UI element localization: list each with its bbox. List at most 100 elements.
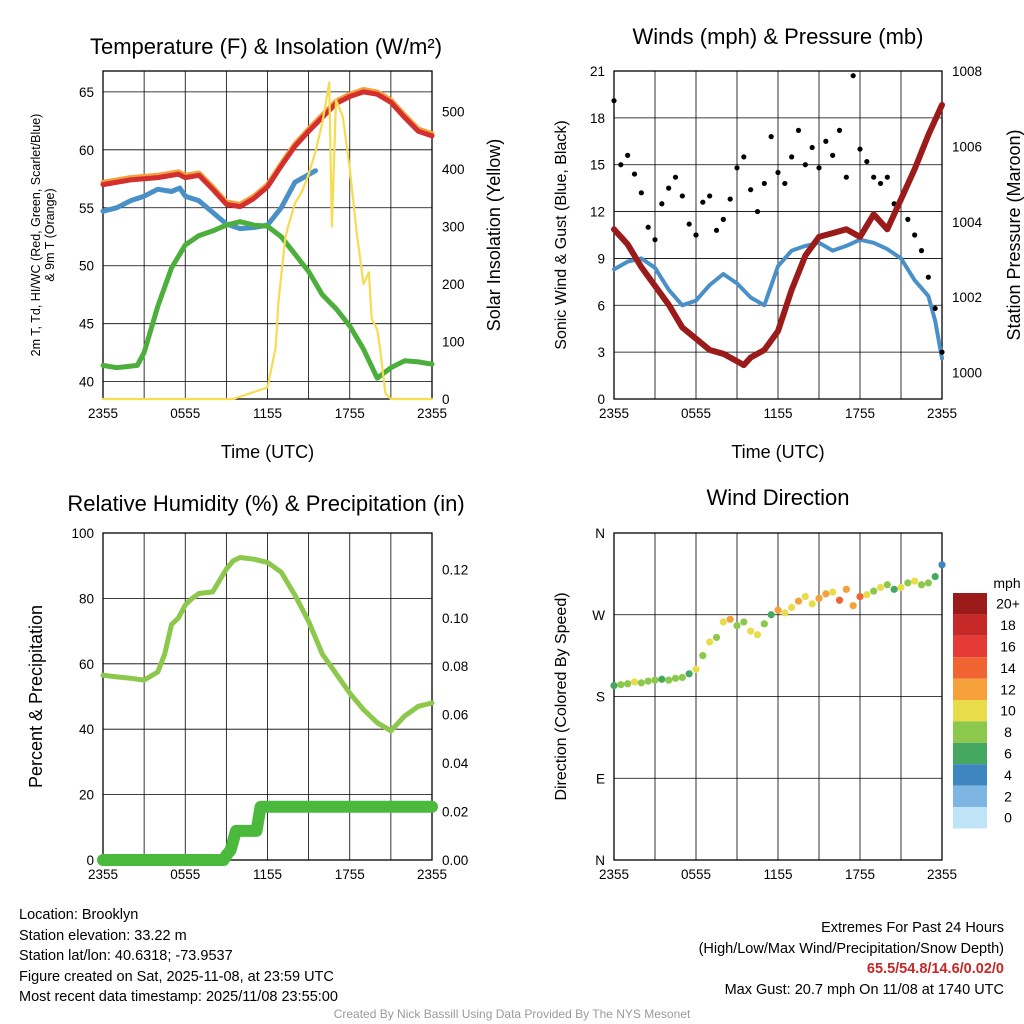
direction-point	[706, 638, 714, 646]
humidity-y2-tick-label: 0.02	[442, 805, 468, 820]
direction-point	[917, 581, 926, 589]
temperature-x-tick-label: 2355	[88, 406, 118, 421]
gust-point	[686, 221, 692, 227]
gust-point	[830, 152, 836, 158]
gust-point	[659, 201, 665, 207]
recent-timestamp: Most recent data timestamp: 2025/11/08 2…	[19, 989, 338, 1005]
winds-y-tick-label: 9	[597, 251, 605, 266]
direction-point	[767, 611, 775, 619]
winds-y2-tick-label: 1002	[952, 290, 982, 305]
gust-point	[836, 127, 843, 133]
gust-point	[761, 180, 767, 187]
gust-point	[618, 162, 624, 168]
humidity-y-tick-label: 40	[79, 722, 94, 737]
winds-series-station-pressure	[611, 101, 945, 369]
temperature-panel: 2355 0555 1155 1755 2355 40 45 50 55 60 65 0 100 200 3…	[29, 34, 504, 462]
gust-point	[638, 190, 644, 196]
direction-point	[911, 577, 919, 585]
humidity-y2-tick-label: 0.00	[442, 853, 468, 868]
winds-series-gust	[611, 73, 945, 355]
winds-y-tick-label: 3	[597, 345, 605, 360]
wind-direction-x-tick-label: 1155	[763, 867, 792, 882]
winds-x-tick-label: 1755	[845, 406, 875, 421]
winds-y2-tick-label: 1006	[952, 139, 982, 154]
direction-point	[924, 579, 932, 587]
temperature-y2-tick-label: 100	[442, 334, 465, 349]
colorbar-label: 8	[1004, 724, 1012, 740]
direction-point	[904, 579, 912, 587]
gust-point	[768, 134, 774, 140]
gust-point	[611, 98, 617, 104]
gust-point	[693, 232, 699, 238]
wind-direction-y-tick-label: W	[592, 608, 605, 623]
gust-point	[666, 185, 672, 191]
direction-point	[712, 633, 721, 642]
temperature-y-tick-label: 45	[79, 317, 94, 332]
direction-point	[644, 677, 652, 685]
gust-point	[631, 171, 638, 177]
colorbar-label: 16	[1000, 639, 1016, 655]
direction-point	[863, 591, 871, 599]
direction-point	[624, 680, 632, 688]
colorbar-label: 0	[1004, 810, 1012, 826]
gust-point	[816, 165, 822, 171]
humidity-y2-tick-label: 0.04	[442, 756, 469, 771]
direction-point	[685, 670, 693, 678]
direction-point	[726, 615, 734, 623]
humidity-x-tick-label: 2355	[417, 867, 447, 882]
extremes-values: 65.5/54.8/14.6/0.02/0	[866, 961, 1004, 977]
gust-point	[932, 305, 938, 312]
gust-point	[679, 193, 685, 199]
gust-point	[741, 154, 747, 160]
direction-point	[938, 561, 946, 569]
direction-point	[692, 665, 700, 673]
winds-ylabel: Sonic Wind & Gust (Blue, Black)	[553, 120, 570, 349]
gust-point	[850, 73, 856, 79]
gust-point	[843, 174, 849, 180]
gust-point	[720, 216, 726, 222]
direction-point	[883, 581, 891, 589]
gust-point	[727, 196, 733, 202]
wind-direction-ylabel: Direction (Colored By Speed)	[553, 592, 570, 800]
winds-frame	[613, 70, 943, 400]
wind-direction-points	[610, 561, 946, 690]
extremes-heading: Extremes For Past 24 Hours	[821, 920, 1004, 936]
colorbar-swatch	[953, 721, 987, 743]
colorbar-label: 6	[1004, 746, 1012, 762]
direction-point	[808, 600, 816, 608]
winds-series-sonic-wind	[612, 237, 944, 361]
temperature-y2-tick-label: 500	[442, 104, 465, 119]
direction-point	[658, 675, 666, 683]
temperature-y-tick-label: 50	[79, 259, 94, 274]
colorbar-label: 18	[1000, 617, 1016, 633]
direction-point	[788, 603, 796, 612]
direction-point	[678, 673, 686, 682]
colorbar-swatch	[953, 635, 987, 658]
wind-direction-y-tick-label: S	[596, 690, 605, 705]
gust-point	[625, 152, 631, 158]
winds-y-tick-label: 0	[597, 392, 605, 407]
credit-line: Created By Nick Bassill Using Data Provi…	[333, 1007, 691, 1021]
wind-direction-y-tick-label: N	[595, 853, 605, 868]
winds-y-tick-label: 6	[597, 298, 605, 313]
temperature-y-tick-label: 55	[79, 201, 94, 216]
humidity-x-tick-label: 1155	[253, 867, 282, 882]
colorbar-label: 4	[1004, 767, 1012, 783]
wind-direction-x-tick-label: 2355	[599, 867, 629, 882]
direction-point	[794, 597, 803, 605]
humidity-y2-tick-label: 0.08	[442, 659, 468, 674]
direction-point	[740, 618, 748, 626]
winds-x-tick-label: 2355	[599, 406, 629, 421]
temperature-xlabel: Time (UTC)	[221, 442, 314, 462]
wind-direction-title: Wind Direction	[706, 485, 849, 510]
humidity-series-precipitation	[97, 800, 438, 866]
direction-point	[774, 606, 782, 614]
gust-point	[918, 248, 925, 254]
gust-point	[672, 174, 679, 180]
humidity-y-tick-label: 20	[79, 788, 94, 803]
temperature-x-tick-label: 1155	[253, 406, 282, 421]
direction-point	[665, 676, 673, 684]
direction-point	[815, 594, 823, 603]
